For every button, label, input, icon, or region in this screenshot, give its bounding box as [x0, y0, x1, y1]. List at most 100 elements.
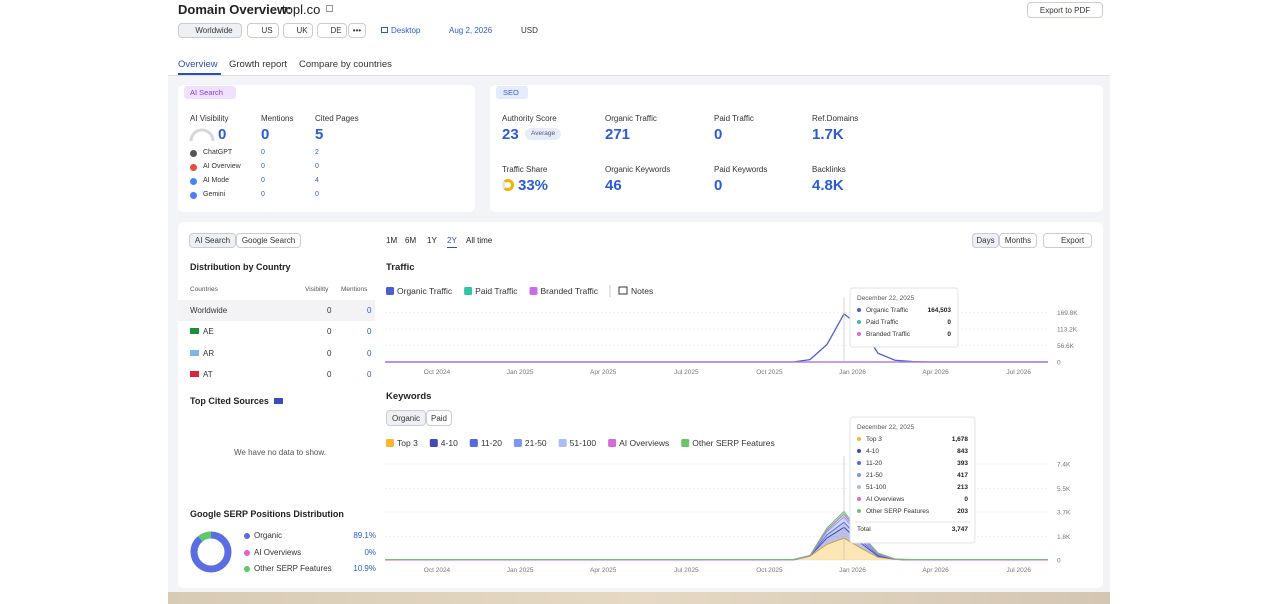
serp-value: 89.1% [353, 531, 376, 540]
platform-name: Gemini [203, 191, 226, 198]
external-link-icon[interactable] [326, 5, 333, 12]
tooltip-value: 203 [957, 508, 968, 515]
metric-value: 0 [218, 126, 227, 143]
serp-label: Other SERP Features [254, 564, 332, 573]
visibility: 0 [327, 348, 332, 358]
platform-icon [190, 164, 197, 171]
database-button[interactable]: DE [317, 23, 347, 38]
toggle-google[interactable]: Google Search [236, 233, 301, 248]
tooltip-name: Other SERP Features [866, 508, 930, 515]
tooltip-dot [857, 509, 861, 513]
database-button[interactable]: UK [283, 23, 313, 38]
kw-paid[interactable]: Paid [426, 410, 452, 426]
tab[interactable]: Growth report [229, 59, 288, 70]
serp-value: 10.9% [353, 564, 376, 573]
tooltip-box [849, 287, 959, 348]
tooltip-value: 843 [957, 448, 968, 455]
tooltip-name: 21-50 [866, 472, 883, 479]
device-select[interactable]: Desktop [391, 26, 421, 35]
currency: USD [521, 26, 538, 35]
platform-cited: 4 [315, 177, 319, 184]
export-pdf[interactable]: Export to PDF [1027, 2, 1103, 18]
platform-mentions: 0 [261, 191, 265, 198]
y-tick-label: 0 [1057, 558, 1061, 565]
tooltip-total: 3,747 [952, 526, 969, 533]
kw-organic[interactable]: Organic [386, 410, 426, 426]
y-tick-label: 56.6K [1057, 343, 1075, 350]
tooltip: December 22, 2025 Organic Traffic 164,503 P… [849, 287, 959, 348]
metric-label: Traffic Share [502, 165, 548, 174]
export[interactable]: Export [1043, 233, 1092, 248]
legend-checkbox [386, 439, 394, 447]
metric-label: Ref.Domains [812, 114, 859, 123]
tooltip-name: Organic Traffic [866, 307, 909, 314]
metric-label: Paid Keywords [714, 165, 768, 174]
flag [274, 398, 283, 404]
x-tick-label: Jul 2025 [674, 369, 699, 376]
gran-days[interactable]: Days [972, 233, 999, 248]
legend-checkbox [513, 439, 522, 447]
tooltip-dot [857, 437, 861, 441]
tooltip-dot [857, 449, 861, 453]
metric-value: 1.7K [812, 126, 844, 143]
country: AR [203, 348, 215, 358]
mentions: 0 [367, 306, 372, 315]
platform-name: ChatGPT [203, 149, 233, 156]
legend-checkbox [469, 439, 478, 447]
metric-value: 0 [261, 126, 270, 143]
database-button[interactable]: US [247, 23, 279, 38]
tooltip: December 22, 2025 Top 3 1,678 4-10 843 11-20 3… [849, 416, 976, 544]
tooltip-name: 51-100 [866, 484, 887, 491]
y-tick-label: 169.8K [1057, 310, 1078, 317]
legend-dot [244, 533, 250, 539]
seo-pill: SEO [496, 86, 528, 99]
x-tick-label: Jul 2026 [1006, 567, 1031, 574]
tab[interactable]: Compare by countries [299, 59, 392, 70]
database-button[interactable]: Worldwide [178, 23, 242, 38]
legend-checkbox [386, 287, 394, 295]
range-button[interactable]: 6M [405, 236, 417, 245]
metric-value: 0 [714, 177, 723, 194]
tooltip-name: Branded Traffic [866, 331, 911, 338]
toggle-ai[interactable]: AI Search [189, 233, 236, 248]
tooltip-name: Paid Traffic [866, 319, 899, 326]
column-header: Mentions [341, 286, 368, 293]
monitor-icon [381, 27, 388, 33]
platform-icon [190, 192, 197, 199]
gran-months[interactable]: Months [999, 233, 1037, 248]
legend-label: Paid Traffic [475, 286, 518, 296]
range-button[interactable]: 1M [386, 236, 398, 245]
x-tick-label: Jan 2026 [839, 369, 866, 376]
platform-name: AI Mode [203, 177, 230, 184]
tooltip-dot [857, 461, 861, 465]
tab-divider [168, 75, 1110, 76]
date-select[interactable]: Aug 2, 2026 [449, 26, 493, 35]
y-tick-label: 113.2K [1057, 326, 1078, 333]
chart-title: Traffic [386, 262, 415, 273]
tab[interactable]: Overview [178, 59, 218, 70]
country: AE [203, 327, 214, 337]
country: Worldwide [190, 306, 228, 315]
range-button[interactable]: 1Y [427, 236, 437, 245]
section-title: Distribution by Country [190, 262, 291, 272]
y-tick-label: 5.5K [1057, 486, 1071, 493]
tooltip-dot [857, 497, 861, 501]
more-databases[interactable]: ••• [348, 23, 366, 38]
metric-label: Backlinks [812, 165, 846, 174]
visibility: 0 [327, 306, 332, 315]
metric-label: Mentions [261, 114, 294, 123]
mentions: 0 [367, 348, 372, 358]
platform-icon [190, 178, 197, 185]
range-button[interactable]: All time [466, 236, 493, 245]
x-tick-label: Jan 2026 [839, 567, 866, 574]
x-tick-label: Apr 2025 [590, 369, 617, 376]
y-tick-label: 1.8K [1057, 534, 1071, 541]
platform-mentions: 0 [261, 177, 265, 184]
section-title: Top Cited Sources [190, 396, 269, 406]
visibility: 0 [327, 327, 332, 337]
flag [190, 370, 199, 377]
metric-value: 23 [502, 126, 519, 143]
serp-value: 0% [364, 547, 376, 557]
range-button[interactable]: 2Y [447, 236, 457, 245]
